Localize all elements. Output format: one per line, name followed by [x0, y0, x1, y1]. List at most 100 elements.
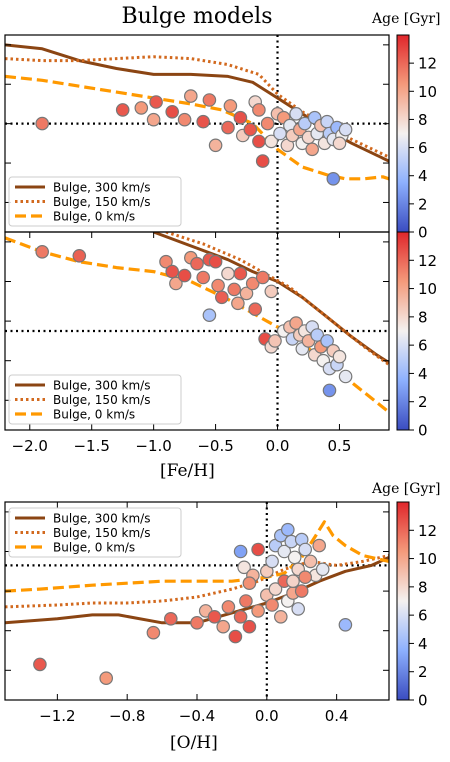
data-point [233, 544, 248, 559]
colorbar [396, 34, 410, 233]
data-point [338, 617, 353, 632]
data-point [233, 110, 248, 125]
data-point [322, 383, 337, 398]
data-point [252, 134, 266, 149]
data-point [190, 615, 204, 630]
data-point [233, 266, 248, 281]
legend-box [8, 374, 182, 425]
plot-area [5, 502, 389, 700]
data-point [149, 95, 163, 109]
data-point [202, 308, 217, 322]
legend-label: Bulge, 300 km/s [53, 512, 150, 526]
x-axis-label-feh: [Fe/H] [160, 461, 215, 481]
data-point [265, 598, 279, 612]
data-point [146, 112, 161, 127]
data-point [211, 278, 225, 293]
data-point [277, 544, 292, 559]
data-point [169, 276, 183, 291]
data-point [233, 609, 248, 624]
data-point [223, 99, 238, 113]
data-point [72, 249, 87, 263]
data-point [239, 286, 254, 301]
x-tick-label: 0.5 [328, 437, 352, 455]
colorbar-tick-label: 10 [418, 83, 437, 101]
data-point [280, 522, 295, 537]
colorbar-tick-label: 12 [418, 252, 437, 270]
legend-label: Bulge, 0 km/s [53, 408, 135, 422]
data-point [221, 266, 235, 281]
colorbar-tick-label: 10 [418, 280, 437, 298]
x-tick-label: −2.0 [12, 437, 48, 455]
data-point [184, 89, 198, 103]
colorbar-tick-label: 4 [418, 365, 428, 383]
colorbar-tick-label: 10 [418, 550, 437, 568]
data-point [115, 103, 130, 117]
data-point [207, 609, 222, 624]
data-point [215, 290, 229, 305]
data-point [134, 101, 149, 115]
figure-title: Bulge models [121, 4, 273, 29]
plot-area [5, 35, 389, 232]
legend-label: Bulge, 300 km/s [53, 181, 150, 195]
x-tick-label: −0.4 [179, 707, 215, 725]
legend-label: Bulge, 150 km/s [53, 393, 150, 407]
data-point [33, 657, 47, 672]
data-point [242, 576, 257, 590]
colorbar-tick-label: 12 [418, 55, 437, 73]
data-point [177, 268, 192, 283]
data-point [268, 582, 283, 596]
legend-label: Bulge, 0 km/s [53, 210, 135, 224]
data-point [265, 554, 279, 569]
colorbar-tick-label: 2 [418, 393, 428, 411]
data-point [255, 154, 270, 168]
data-point [243, 122, 258, 137]
x-tick-label: −1.2 [39, 707, 75, 725]
data-point [239, 594, 253, 608]
colorbar-tick-label: 6 [418, 139, 428, 157]
colorbar-tick-label: 4 [418, 635, 428, 653]
series-line-dashed [5, 74, 389, 181]
data-point [177, 112, 192, 127]
data-point [286, 574, 300, 588]
x-tick-label: −0.5 [197, 437, 233, 455]
data-point [264, 284, 279, 299]
x-tick-label: 0.0 [266, 437, 290, 455]
colorbar-tick-label: 2 [418, 663, 428, 681]
colorbar-tick-label: 0 [418, 422, 428, 440]
data-point [248, 302, 262, 316]
data-point [294, 584, 309, 598]
data-point [287, 550, 302, 565]
data-point [251, 604, 265, 618]
legend-label: Bulge, 150 km/s [53, 526, 150, 540]
x-tick-label: −1.5 [73, 437, 109, 455]
data-point [338, 122, 353, 137]
legend-box [8, 507, 182, 558]
x-tick-label: −0.8 [109, 707, 145, 725]
colorbar-tick-label: 12 [418, 522, 437, 540]
series-line-solid [5, 43, 389, 163]
data-point [255, 270, 270, 285]
series-line-solid [153, 232, 389, 364]
data-point [326, 172, 341, 186]
colorbar-title-top: Age [Gyr] [372, 11, 441, 27]
data-point [164, 611, 178, 626]
data-point [159, 254, 173, 269]
colorbar [396, 501, 410, 701]
colorbars: 0 2 4 6 8 10 12 0 2 4 6 8 10 12 0 2 4 6 8 10 12 [396, 34, 437, 710]
data-point [208, 254, 223, 269]
colorbar-title-bottom: Age [Gyr] [372, 481, 441, 497]
series-line-dotted [165, 232, 389, 366]
data-point [221, 120, 235, 135]
data-point [305, 142, 319, 157]
legend-label: Bulge, 0 km/s [53, 541, 135, 555]
colorbar-tick-label: 4 [418, 167, 428, 185]
data-point [208, 138, 223, 153]
data-point [245, 276, 260, 291]
data-point [216, 619, 230, 634]
colorbar-tick-label: 0 [418, 224, 428, 242]
data-point [196, 270, 210, 285]
